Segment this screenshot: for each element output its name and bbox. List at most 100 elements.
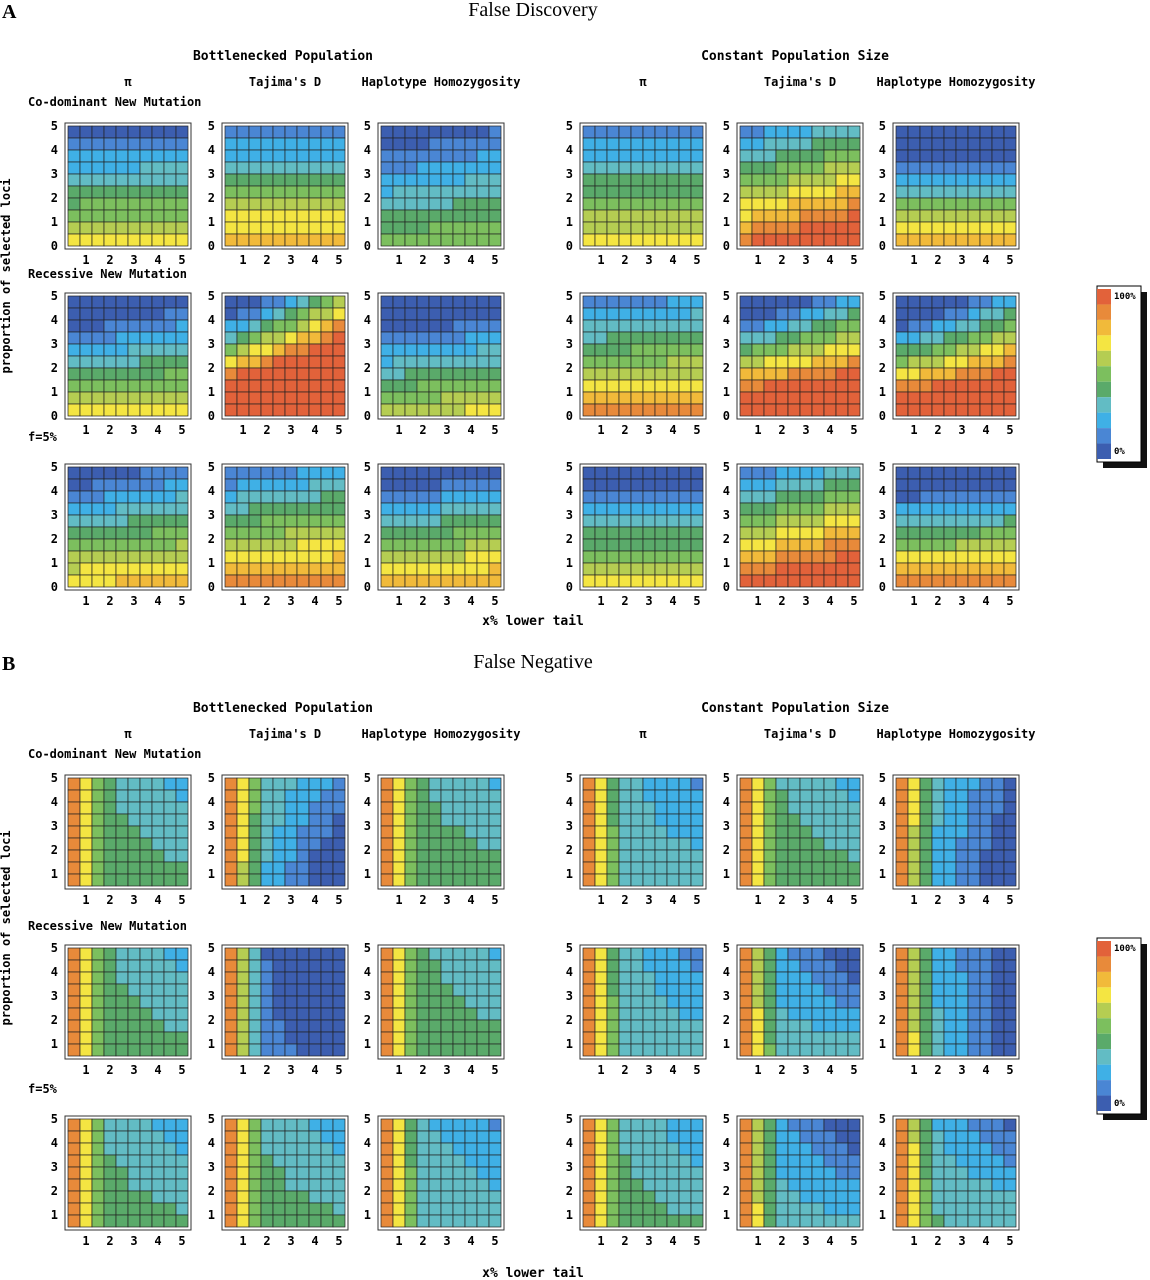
heatmap-cell [428, 1202, 442, 1216]
heatmap-cell [91, 391, 105, 405]
heatmap-cell [163, 1043, 177, 1057]
heatmap-cell [690, 502, 704, 516]
heatmap-cell [955, 161, 969, 175]
heatmap-cell [488, 777, 502, 791]
panel-frame [377, 292, 505, 420]
heatmap-cell [907, 825, 921, 839]
heatmap-cell [296, 801, 310, 815]
heatmap-cell [630, 1202, 644, 1216]
heatmap-cell [440, 514, 454, 528]
heatmap-cell [919, 538, 933, 552]
heatmap-cell [919, 562, 933, 576]
heatmap-cell [175, 1202, 189, 1216]
heatmap-cell [582, 502, 596, 516]
heatmap-cell [272, 1166, 286, 1180]
heatmap-cell [678, 391, 692, 405]
heatmap-cell [594, 391, 608, 405]
x-tick-label: 4 [982, 893, 989, 907]
heatmap-cell [931, 995, 945, 1009]
heatmap-cell [260, 331, 274, 345]
heatmap-cell [835, 1214, 849, 1228]
heatmap-cell [835, 125, 849, 139]
heatmap-cell [392, 789, 406, 803]
panel-frame [579, 944, 707, 1060]
heatmap-cell [1003, 233, 1017, 247]
heatmap-cell [582, 367, 596, 381]
heatmap-cell [440, 391, 454, 405]
x-tick-label: 3 [287, 594, 294, 608]
heatmap-cell [248, 161, 262, 175]
heatmap-cell [79, 137, 93, 151]
heatmap-cell [775, 161, 789, 175]
heatmap-cell [428, 343, 442, 357]
heatmap-cell [931, 983, 945, 997]
heatmap-cell [690, 1031, 704, 1045]
heatmap-cell [787, 1190, 801, 1204]
heatmap-cell [775, 221, 789, 235]
heatmap-cell [488, 466, 502, 480]
heatmap-cell [296, 1043, 310, 1057]
heatmap-cell [332, 837, 346, 851]
heatmap-cell [955, 319, 969, 333]
heatmap-cell [618, 873, 632, 887]
heatmap-cell [919, 161, 933, 175]
heatmap-cell [428, 221, 442, 235]
heatmap-cell [690, 1118, 704, 1132]
heatmap-cell [380, 319, 394, 333]
heatmap-cell [678, 1031, 692, 1045]
heatmap-cell [1003, 379, 1017, 393]
heatmap-cell [440, 221, 454, 235]
heatmap-cell [416, 478, 430, 492]
heatmap-cell [618, 478, 632, 492]
x-tick-label: 3 [958, 423, 965, 437]
y-tick-label: 3 [208, 1160, 215, 1174]
y-tick-label: 5 [723, 771, 730, 785]
heatmap-cell [236, 1031, 250, 1045]
heatmap-cell [594, 355, 608, 369]
heatmap-cell [1003, 1007, 1017, 1021]
heatmap-cell [488, 538, 502, 552]
heatmap-cell [163, 307, 177, 321]
heatmap-cell [979, 1007, 993, 1021]
heatmap-cell [618, 1019, 632, 1033]
heatmap-cell [440, 197, 454, 211]
x-tick-label: 3 [645, 594, 652, 608]
heatmap-cell [1003, 514, 1017, 528]
heatmap-cell [151, 1166, 165, 1180]
heatmap-cell [654, 490, 668, 504]
heatmap-cell [666, 307, 680, 321]
y-tick-label: 5 [364, 771, 371, 785]
heatmap-cell [787, 502, 801, 516]
heatmap-cell [739, 959, 753, 973]
heatmap-cell [175, 391, 189, 405]
heatmap-cell [79, 490, 93, 504]
heatmap-cell [690, 849, 704, 863]
heatmap-cell [320, 947, 334, 961]
x-tick-label: 5 [693, 594, 700, 608]
heatmap-cell [763, 777, 777, 791]
panel-frame [579, 122, 707, 250]
heatmap-cell [428, 1019, 442, 1033]
heatmap-cell [594, 1019, 608, 1033]
heatmap-cell [1003, 355, 1017, 369]
heatmap-cell [428, 947, 442, 961]
heatmap-cell [763, 161, 777, 175]
y-tick-label: 4 [723, 484, 730, 498]
heatmap-cell [666, 391, 680, 405]
x-tick-label: 1 [239, 893, 246, 907]
x-tick-label: 1 [395, 1234, 402, 1248]
heatmap-cell [943, 295, 957, 309]
heatmap-cell [835, 1019, 849, 1033]
x-tick-label: 2 [778, 423, 785, 437]
heatmap-cell [175, 319, 189, 333]
statistic-title: π [124, 75, 132, 89]
heatmap-cell [308, 538, 322, 552]
heatmap-cell [428, 233, 442, 247]
heatmap-cell [823, 161, 837, 175]
heatmap-cell [464, 295, 478, 309]
heatmap-cell [775, 849, 789, 863]
heatmap-cell [175, 173, 189, 187]
y-axis-label: proportion of selected loci [0, 178, 13, 373]
